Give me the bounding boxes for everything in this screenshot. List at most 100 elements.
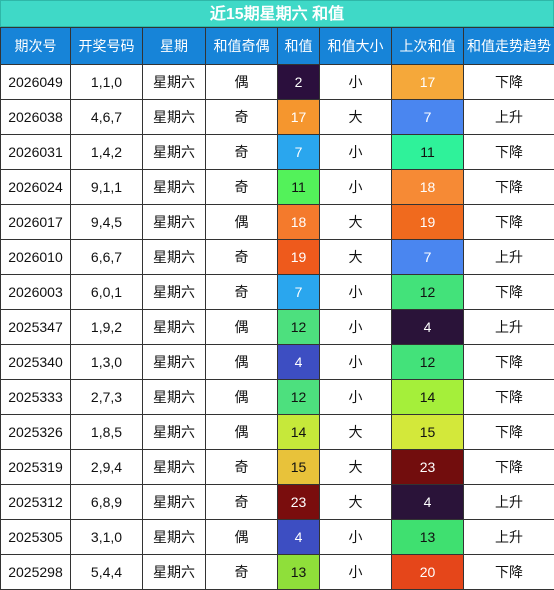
cell-numbers: 6,0,1 [71, 275, 143, 310]
cell-issue: 2026003 [1, 275, 71, 310]
header-last-sum: 上次和值 [392, 28, 464, 65]
cell-weekday: 星期六 [143, 65, 206, 100]
cell-trend: 下降 [464, 415, 554, 450]
cell-size: 大 [320, 485, 392, 520]
cell-parity: 奇 [206, 555, 278, 590]
cell-trend: 上升 [464, 310, 554, 345]
cell-sum: 4 [278, 345, 320, 380]
cell-parity: 偶 [206, 345, 278, 380]
cell-sum: 12 [278, 310, 320, 345]
cell-trend: 下降 [464, 170, 554, 205]
cell-weekday: 星期六 [143, 380, 206, 415]
cell-numbers: 2,7,3 [71, 380, 143, 415]
cell-last-sum: 13 [392, 520, 464, 555]
cell-size: 大 [320, 415, 392, 450]
cell-size: 大 [320, 240, 392, 275]
cell-parity: 偶 [206, 520, 278, 555]
cell-parity: 偶 [206, 415, 278, 450]
cell-sum: 12 [278, 380, 320, 415]
header-issue: 期次号 [1, 28, 71, 65]
cell-last-sum: 7 [392, 240, 464, 275]
cell-trend: 下降 [464, 205, 554, 240]
cell-size: 大 [320, 100, 392, 135]
cell-numbers: 2,9,4 [71, 450, 143, 485]
cell-sum: 4 [278, 520, 320, 555]
cell-parity: 奇 [206, 275, 278, 310]
cell-last-sum: 14 [392, 380, 464, 415]
cell-last-sum: 18 [392, 170, 464, 205]
page-title: 近15期星期六 和值 [0, 0, 554, 27]
cell-last-sum: 4 [392, 310, 464, 345]
cell-last-sum: 12 [392, 275, 464, 310]
cell-parity: 奇 [206, 485, 278, 520]
header-trend: 和值走势趋势 [464, 28, 554, 65]
cell-weekday: 星期六 [143, 450, 206, 485]
cell-size: 小 [320, 275, 392, 310]
cell-issue: 2025312 [1, 485, 71, 520]
cell-weekday: 星期六 [143, 310, 206, 345]
cell-size: 小 [320, 65, 392, 100]
cell-weekday: 星期六 [143, 485, 206, 520]
cell-weekday: 星期六 [143, 275, 206, 310]
cell-last-sum: 4 [392, 485, 464, 520]
cell-issue: 2025333 [1, 380, 71, 415]
cell-issue: 2026010 [1, 240, 71, 275]
cell-last-sum: 20 [392, 555, 464, 590]
cell-trend: 下降 [464, 555, 554, 590]
cell-weekday: 星期六 [143, 240, 206, 275]
cell-issue: 2025298 [1, 555, 71, 590]
cell-last-sum: 23 [392, 450, 464, 485]
cell-numbers: 5,4,4 [71, 555, 143, 590]
cell-sum: 19 [278, 240, 320, 275]
cell-weekday: 星期六 [143, 100, 206, 135]
cell-issue: 2025340 [1, 345, 71, 380]
header-size: 和值大小 [320, 28, 392, 65]
cell-numbers: 4,6,7 [71, 100, 143, 135]
cell-trend: 下降 [464, 345, 554, 380]
cell-weekday: 星期六 [143, 135, 206, 170]
cell-last-sum: 17 [392, 65, 464, 100]
cell-sum: 18 [278, 205, 320, 240]
cell-numbers: 9,4,5 [71, 205, 143, 240]
cell-parity: 奇 [206, 450, 278, 485]
cell-last-sum: 19 [392, 205, 464, 240]
cell-sum: 7 [278, 275, 320, 310]
cell-parity: 偶 [206, 380, 278, 415]
cell-parity: 偶 [206, 65, 278, 100]
cell-trend: 下降 [464, 65, 554, 100]
cell-parity: 奇 [206, 170, 278, 205]
cell-parity: 奇 [206, 135, 278, 170]
header-row: 期次号 开奖号码 星期 和值奇偶 和值 和值大小 上次和值 和值走势趋势 [1, 28, 554, 65]
header-parity: 和值奇偶 [206, 28, 278, 65]
cell-trend: 下降 [464, 450, 554, 485]
cell-size: 大 [320, 450, 392, 485]
cell-issue: 2026038 [1, 100, 71, 135]
cell-numbers: 1,4,2 [71, 135, 143, 170]
cell-weekday: 星期六 [143, 205, 206, 240]
cell-numbers: 3,1,0 [71, 520, 143, 555]
cell-issue: 2025347 [1, 310, 71, 345]
cell-parity: 偶 [206, 205, 278, 240]
cell-issue: 2025319 [1, 450, 71, 485]
cell-sum: 17 [278, 100, 320, 135]
cell-size: 小 [320, 555, 392, 590]
cell-size: 小 [320, 520, 392, 555]
cell-sum: 14 [278, 415, 320, 450]
cell-sum: 7 [278, 135, 320, 170]
cell-issue: 2025326 [1, 415, 71, 450]
cell-numbers: 6,6,7 [71, 240, 143, 275]
cell-issue: 2026049 [1, 65, 71, 100]
cell-parity: 奇 [206, 100, 278, 135]
cell-last-sum: 11 [392, 135, 464, 170]
cell-parity: 偶 [206, 310, 278, 345]
cell-weekday: 星期六 [143, 170, 206, 205]
